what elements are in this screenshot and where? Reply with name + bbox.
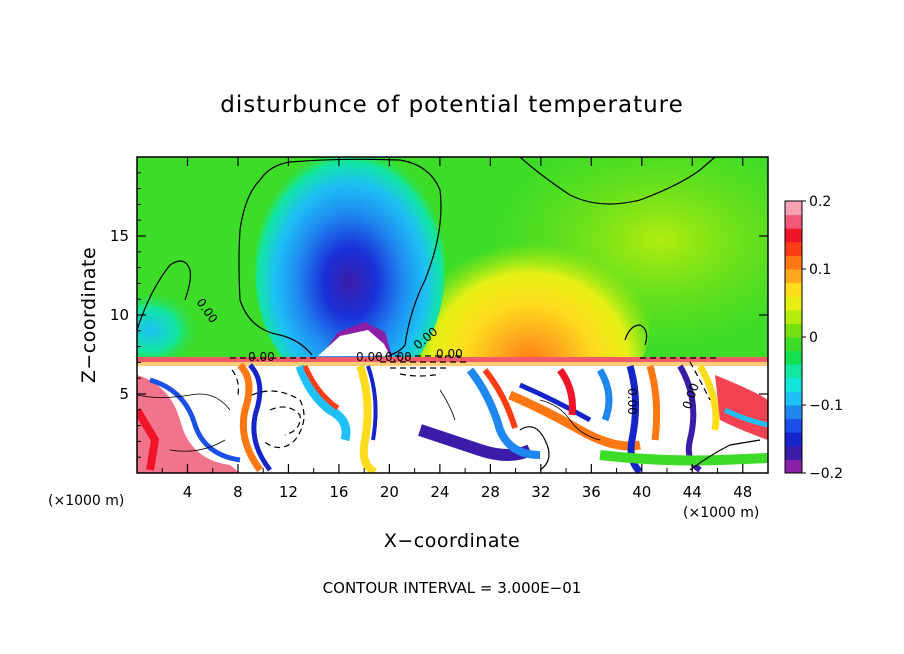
x-tick-label: 8 — [233, 483, 243, 501]
cold-anomaly-core — [255, 157, 445, 395]
chart-title: disturbunce of potential temperature — [220, 92, 684, 118]
colorbar-tick-label: 0 — [809, 330, 818, 346]
colorbar-segment — [785, 282, 802, 297]
colorbar-segment — [785, 418, 802, 433]
plot-area: 0.00 0.00 0.00 0.00 0.00 0.00 0.00 0.00 — [137, 157, 768, 473]
colorbar-tick-label: −0.2 — [809, 466, 843, 482]
colorbar-segment — [785, 296, 802, 311]
colorbar-segment — [785, 432, 802, 447]
x-tick-label: 4 — [183, 483, 193, 501]
colorbar-segment — [785, 459, 802, 474]
contour-lines — [137, 157, 761, 471]
colorbar-segment — [785, 323, 802, 338]
colorbar-tick-label: 0.2 — [809, 194, 831, 210]
boundary-layer-features — [137, 357, 768, 473]
x-unit-label-right: (×1000 m) — [683, 505, 759, 521]
colorbar-segment — [785, 364, 802, 379]
x-tick-label: 44 — [683, 483, 702, 501]
x-tick-label: 12 — [279, 483, 298, 501]
x-tick-label: 20 — [380, 483, 399, 501]
x-tick-label: 16 — [329, 483, 348, 501]
x-tick-label: 32 — [531, 483, 550, 501]
y-tick-label: 5 — [119, 385, 129, 403]
contour-label: 0.00 — [385, 350, 412, 364]
x-tick-label: 48 — [733, 483, 752, 501]
x-axis: 4 8 12 16 20 24 28 32 36 40 44 48 — [161, 157, 752, 501]
colorbar-segment — [785, 377, 802, 392]
contour-label: 0.00 — [248, 350, 275, 364]
y-tick-label: 10 — [110, 306, 129, 324]
colorbar-segment — [785, 214, 802, 229]
x-axis-title: X−coordinate — [384, 530, 520, 552]
colorbar: 0.2 0.1 0 −0.1 −0.2 — [784, 194, 843, 482]
contour-label: 0.00 — [436, 347, 463, 361]
colorbar-segment — [785, 228, 802, 243]
colorbar-tick-label: −0.1 — [809, 398, 843, 414]
colorbar-segment — [785, 241, 802, 256]
contour-label: 0.00 — [625, 388, 639, 415]
colorbar-segment — [785, 445, 802, 460]
colorbar-segment — [785, 350, 802, 365]
colorbar-tick-label: 0.1 — [809, 262, 831, 278]
colorbar-segment — [785, 337, 802, 352]
colorbar-segment — [785, 255, 802, 270]
colorbar-segment — [785, 405, 802, 420]
y-tick-label: 15 — [110, 227, 129, 245]
contour-label: 0.00 — [356, 350, 383, 364]
colorbar-segment — [785, 201, 802, 216]
x-unit-label-left: (×1000 m) — [48, 493, 124, 509]
x-tick-label: 28 — [481, 483, 500, 501]
x-tick-label: 24 — [430, 483, 449, 501]
colorbar-segment — [785, 269, 802, 284]
colorbar-segment — [785, 391, 802, 406]
x-tick-label: 40 — [632, 483, 651, 501]
colorbar-segment — [785, 309, 802, 324]
contour-interval-footer: CONTOUR INTERVAL = 3.000E−01 — [323, 579, 582, 597]
x-tick-label: 36 — [582, 483, 601, 501]
y-axis: 5 10 15 — [110, 172, 768, 458]
y-axis-title: Z−coordinate — [78, 247, 100, 383]
left-cold-patch — [137, 290, 200, 370]
white-cap — [318, 330, 390, 356]
contour-label-group: 0.00 0.00 0.00 0.00 0.00 0.00 0.00 0.00 — [194, 296, 702, 415]
